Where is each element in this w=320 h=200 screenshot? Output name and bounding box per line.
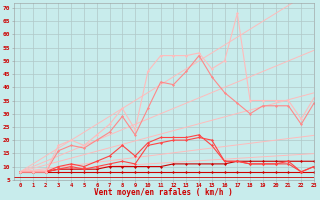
X-axis label: Vent moyen/en rafales ( km/h ): Vent moyen/en rafales ( km/h ) xyxy=(94,188,233,197)
